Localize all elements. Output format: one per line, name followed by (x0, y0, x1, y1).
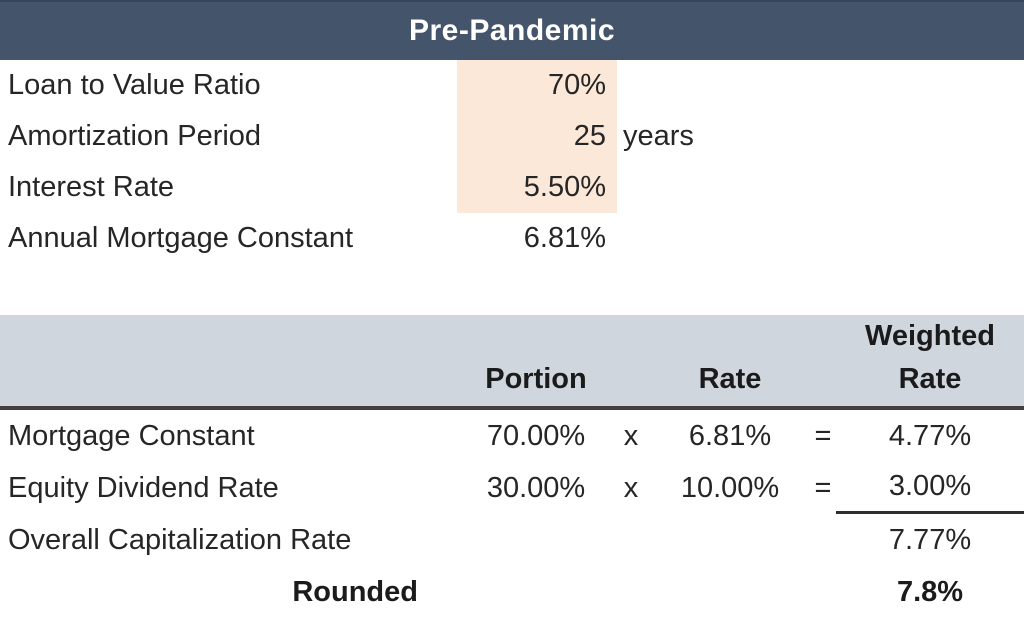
section-title-bar: Pre-Pandemic (0, 0, 1024, 60)
table-row-amortization-period: Amortization Period 25 years (0, 111, 1024, 162)
table-row-mortgage-constant: Mortgage Constant 70.00% x 6.81% = 4.77% (0, 410, 1024, 462)
empty-cell (810, 566, 836, 618)
equals-operator: = (814, 471, 832, 504)
table-row-rounded: Rounded 7.8% (0, 566, 1024, 618)
section-title: Pre-Pandemic (408, 14, 616, 47)
table-row-equity-dividend-rate: Equity Dividend Rate 30.00% x 10.00% = 3… (0, 462, 1024, 514)
row-label: Loan to Value Ratio (8, 69, 261, 101)
rate-cell: 6.81% (688, 419, 772, 452)
empty-cell (612, 566, 650, 618)
row-label: Equity Dividend Rate (8, 471, 279, 504)
weighted-table-header: Portion Rate Weighted Rate (0, 315, 1024, 410)
empty-cell (460, 566, 612, 618)
empty-cell (650, 514, 810, 566)
table-row-loan-to-value: Loan to Value Ratio 70% (0, 60, 1024, 111)
row-label: Mortgage Constant (8, 419, 255, 452)
input-cell-interest-rate[interactable]: 5.50% (457, 162, 617, 213)
input-cell-loan-to-value[interactable]: 70% (457, 60, 617, 111)
table-row-annual-mortgage-constant: Annual Mortgage Constant 6.81% (0, 213, 1024, 264)
column-header-weighted-rate: Weighted Rate (865, 320, 995, 395)
row-label: Overall Capitalization Rate (8, 523, 352, 556)
value-suffix (617, 162, 1024, 213)
portion-cell: 30.00% (486, 471, 586, 504)
column-header-portion: Portion (485, 363, 587, 395)
empty-cell (612, 514, 650, 566)
weighted-rate-cell: 4.77% (888, 419, 972, 452)
value-suffix (617, 213, 1024, 264)
row-label: Annual Mortgage Constant (8, 222, 353, 254)
empty-cell (810, 514, 836, 566)
multiply-operator: x (623, 419, 639, 452)
input-cell-amortization-period[interactable]: 25 (457, 111, 617, 162)
rounded-value-cell: 7.8% (896, 575, 964, 608)
multiply-operator: x (623, 471, 639, 504)
total-value-cell: 7.77% (888, 523, 972, 556)
empty-cell (460, 514, 612, 566)
weighted-rate-cell: 3.00% (836, 462, 1024, 514)
row-label: Amortization Period (8, 120, 262, 152)
rate-cell: 10.00% (680, 471, 780, 504)
value-suffix (617, 60, 1024, 111)
value-suffix: years (623, 120, 694, 152)
column-header-rate: Rate (698, 363, 762, 395)
table-row-interest-rate: Interest Rate 5.50% (0, 162, 1024, 213)
rounded-label: Rounded (292, 575, 418, 608)
equals-operator: = (814, 419, 832, 452)
row-label: Interest Rate (8, 171, 175, 203)
table-row-overall-capitalization-rate: Overall Capitalization Rate 7.77% (0, 514, 1024, 566)
computed-cell-annual-mortgage-constant: 6.81% (523, 222, 606, 254)
empty-cell (650, 566, 810, 618)
portion-cell: 70.00% (486, 419, 586, 452)
blank-row (0, 264, 1024, 315)
